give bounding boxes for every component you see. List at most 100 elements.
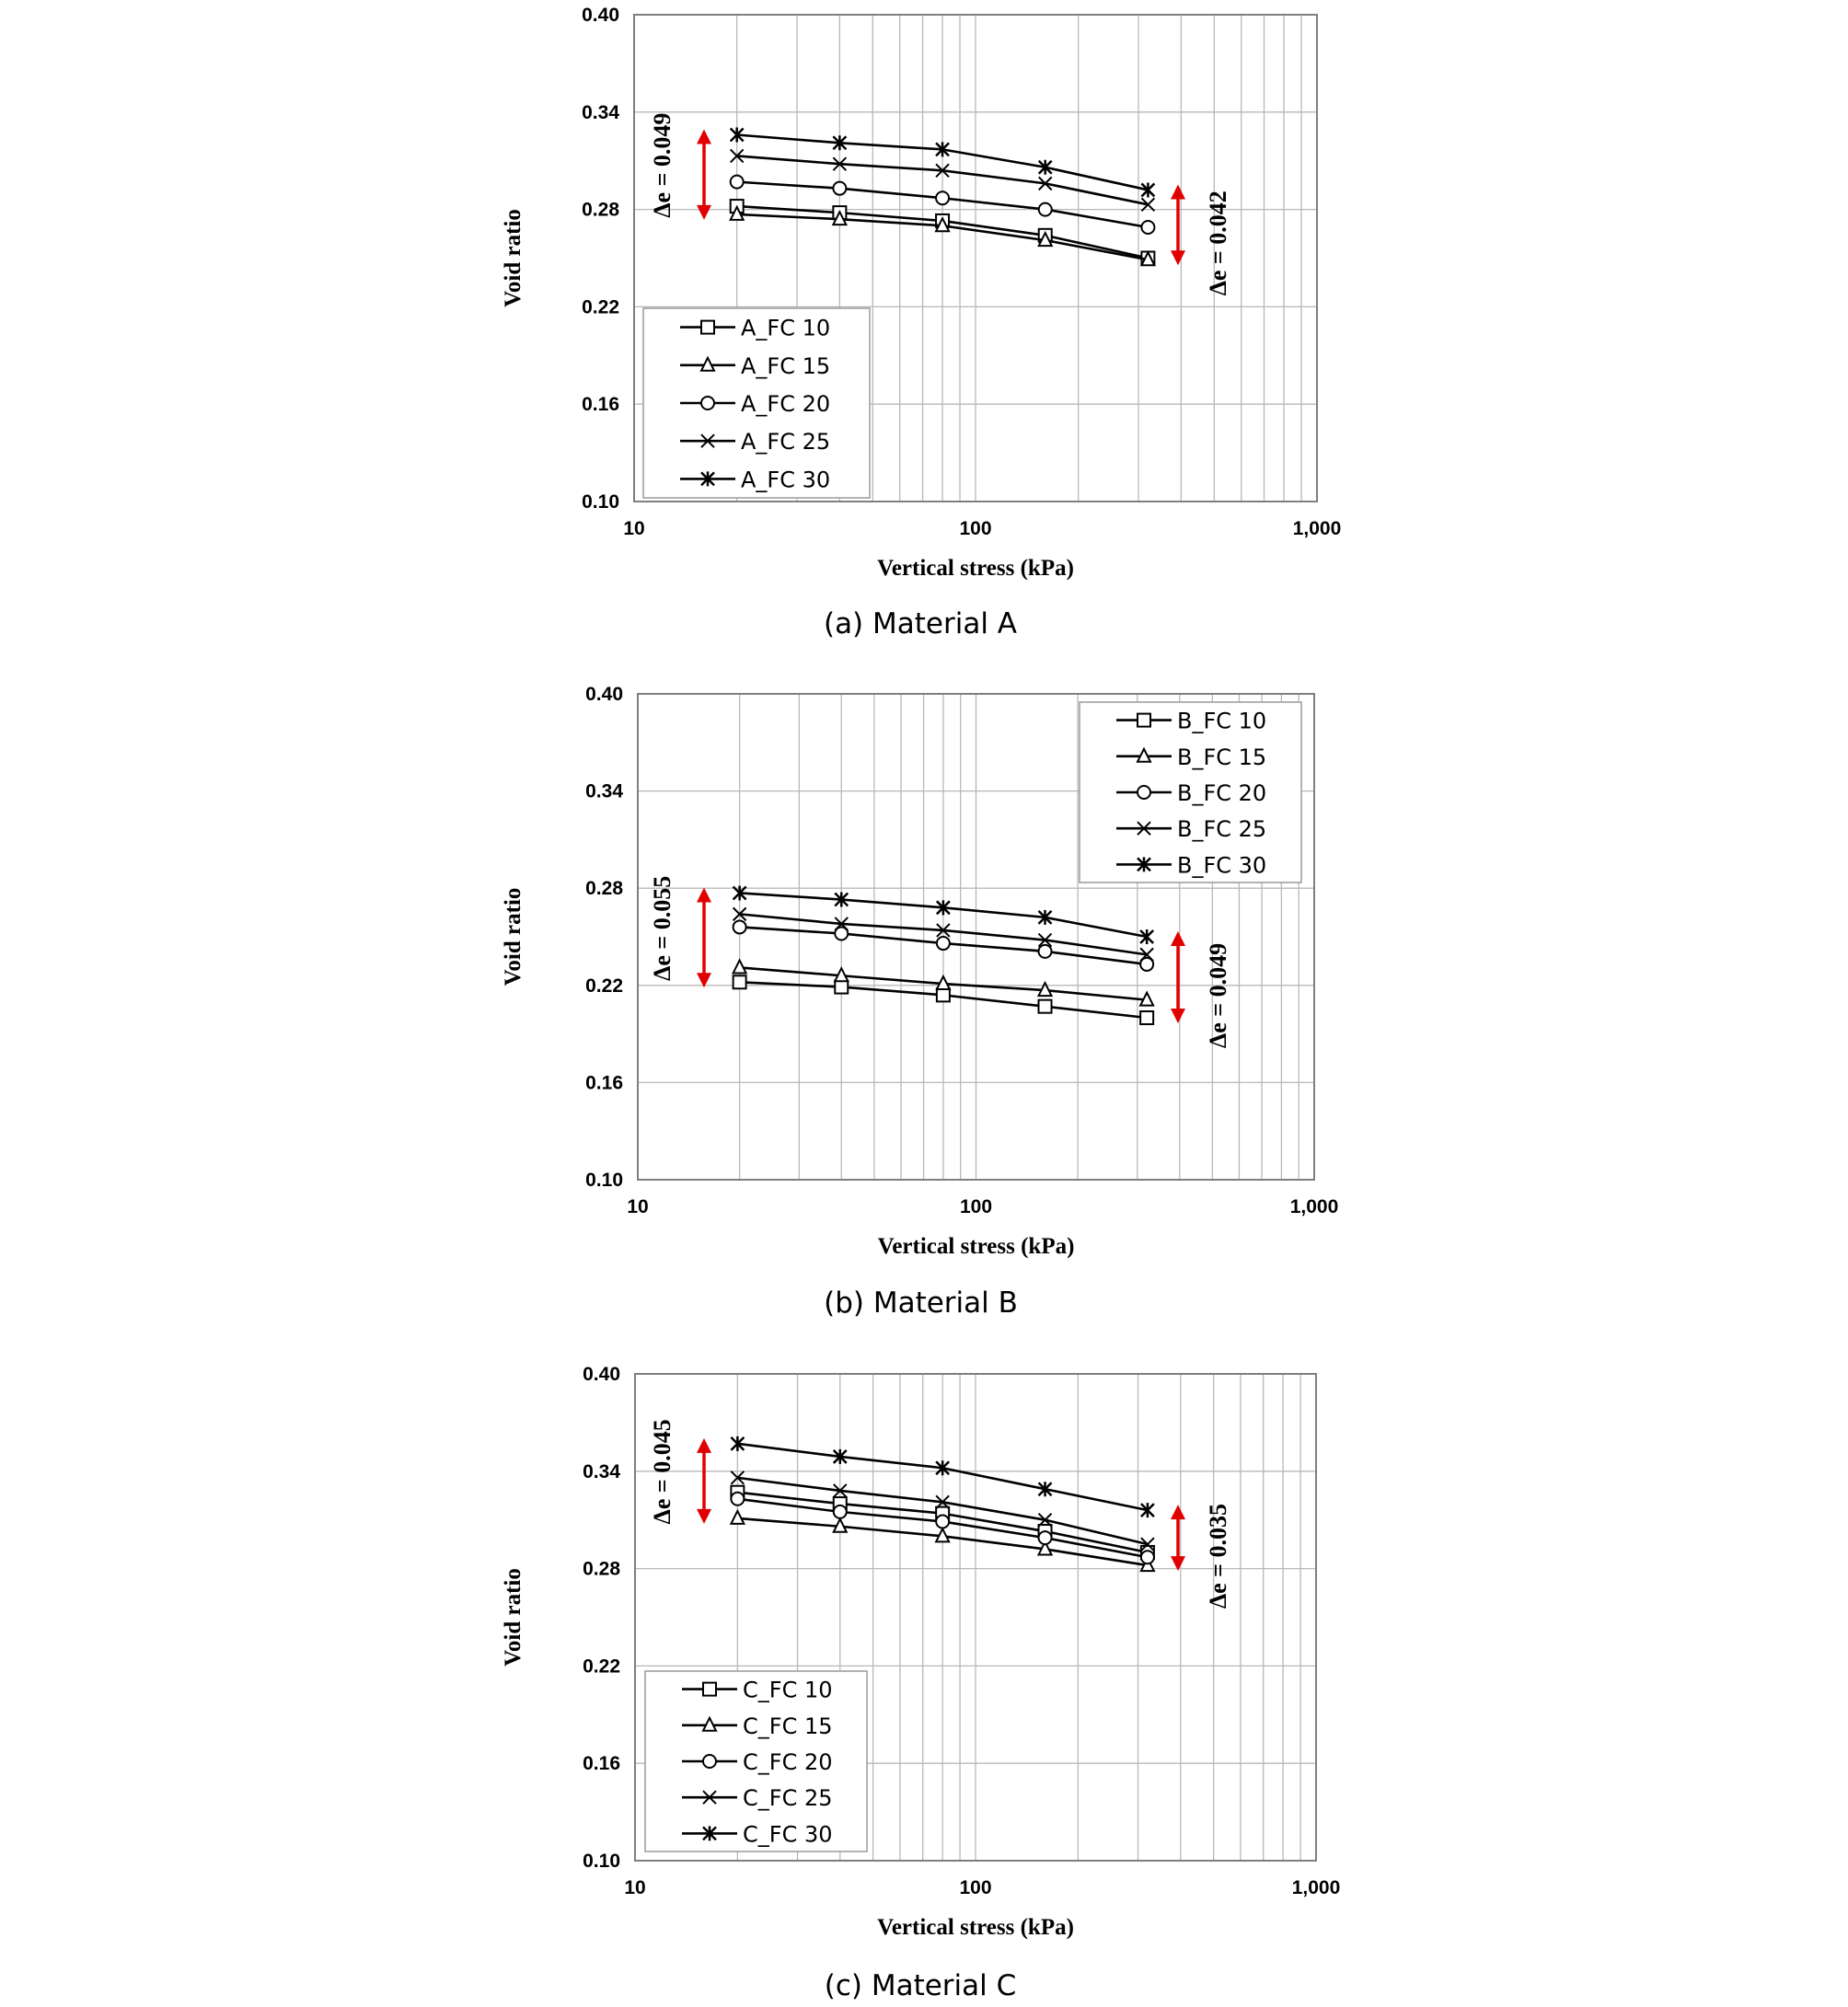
delta-annotation-right: Δe = 0.035 xyxy=(1205,1504,1231,1609)
x-tick-label: 1,000 xyxy=(1290,1196,1339,1217)
data-point xyxy=(1139,947,1154,963)
series-x xyxy=(730,1471,1155,1551)
legend-label: C_FC 15 xyxy=(743,1713,833,1739)
legend-label: B_FC 10 xyxy=(1177,709,1266,734)
data-point xyxy=(832,1448,848,1464)
data-point xyxy=(730,1436,745,1451)
legend-item: B_FC 25 xyxy=(1116,816,1266,842)
y-tick-label: 0.16 xyxy=(583,1753,620,1774)
data-point xyxy=(1140,219,1156,235)
data-point xyxy=(832,180,848,196)
figure-caption: (c) Material C xyxy=(825,1969,1017,2002)
data-point xyxy=(1140,1537,1155,1551)
y-tick-label: 0.34 xyxy=(585,781,623,802)
data-point xyxy=(729,148,745,164)
data-point xyxy=(732,919,747,935)
y-axis-label: Void ratio xyxy=(501,209,526,307)
data-point xyxy=(1037,1530,1053,1546)
data-point xyxy=(833,1483,848,1498)
data-point xyxy=(936,923,951,938)
legend-item: A_FC 10 xyxy=(680,316,830,341)
x-tick-label: 100 xyxy=(959,1877,991,1898)
legend-label: C_FC 25 xyxy=(743,1785,833,1811)
delta-arrow-left xyxy=(697,887,711,988)
y-axis-label: Void ratio xyxy=(501,888,526,986)
arrow-head-down xyxy=(1171,250,1185,266)
y-tick-label: 0.22 xyxy=(582,296,619,317)
x-tick-label: 100 xyxy=(959,518,991,539)
data-point xyxy=(1140,182,1156,198)
series-star xyxy=(732,885,1155,944)
x-tick-label: 1,000 xyxy=(1293,518,1342,539)
y-tick-label: 0.34 xyxy=(583,1461,620,1482)
arrow-head-down xyxy=(697,204,711,220)
legend-item: C_FC 25 xyxy=(682,1785,833,1811)
data-point xyxy=(729,204,745,221)
legend-marker xyxy=(700,396,715,410)
data-point xyxy=(1140,1503,1155,1518)
y-tick-label: 0.34 xyxy=(582,102,619,123)
data-point xyxy=(1139,250,1157,267)
data-point xyxy=(935,987,951,1003)
legend-item: A_FC 15 xyxy=(680,353,830,379)
legend-label: A_FC 15 xyxy=(741,353,830,379)
legend-marker xyxy=(702,1790,717,1805)
legend-item: C_FC 20 xyxy=(682,1749,833,1775)
data-point xyxy=(935,1494,950,1510)
legend-item: C_FC 30 xyxy=(682,1821,833,1847)
series-circle xyxy=(729,174,1156,235)
legend-marker xyxy=(699,355,716,372)
series-square xyxy=(732,975,1155,1025)
delta-annotation-right: Δe = 0.042 xyxy=(1205,190,1231,295)
legend-marker xyxy=(1136,746,1152,763)
legend-label: B_FC 15 xyxy=(1177,744,1266,770)
chart-material-c: 0.10 0.16 0.22 0.28 0.34 0.40 10 100 1,000 Vertic… xyxy=(501,1364,1340,2002)
data-point xyxy=(730,1471,745,1485)
data-point xyxy=(732,885,747,901)
data-point xyxy=(1139,929,1155,944)
figure-caption: (b) Material B xyxy=(824,1286,1018,1320)
legend-label: B_FC 30 xyxy=(1177,852,1266,878)
legend-marker xyxy=(700,471,715,487)
data-point xyxy=(1139,1550,1155,1565)
arrow-head-up xyxy=(697,1437,711,1453)
data-point xyxy=(1036,1540,1054,1556)
legend: A_FC 10 A_FC 15 A_FC 20 A_FC 25 A_FC 30 xyxy=(642,307,871,499)
data-point xyxy=(936,900,951,916)
y-tick-label: 0.28 xyxy=(582,200,619,221)
legend-item: B_FC 10 xyxy=(1116,709,1266,734)
data-point xyxy=(935,163,950,178)
series-star xyxy=(730,1436,1155,1518)
legend-marker xyxy=(700,433,715,448)
x-tick-label: 10 xyxy=(623,518,644,539)
legend-marker xyxy=(1137,821,1151,836)
legend-marker xyxy=(700,319,715,335)
data-point xyxy=(1038,176,1053,191)
legend-item: A_FC 30 xyxy=(680,467,830,492)
series-star xyxy=(729,127,1156,198)
data-point xyxy=(832,135,848,151)
series-triangle xyxy=(729,204,1157,267)
y-tick-label: 0.40 xyxy=(583,1364,620,1385)
delta-arrow-left xyxy=(697,129,711,220)
data-point xyxy=(1037,1482,1053,1497)
data-point xyxy=(1037,932,1053,948)
legend-item: B_FC 30 xyxy=(1116,852,1266,878)
legend-label: A_FC 30 xyxy=(741,467,830,492)
arrow-head-up xyxy=(1171,1505,1185,1520)
legend-item: C_FC 15 xyxy=(682,1713,833,1739)
arrow-head-up xyxy=(697,887,711,903)
y-tick-label: 0.28 xyxy=(583,1559,620,1580)
data-point xyxy=(1037,230,1054,248)
legend-item: A_FC 20 xyxy=(680,391,830,417)
data-point xyxy=(729,174,745,190)
legend-marker xyxy=(701,1715,718,1732)
data-point xyxy=(935,1460,951,1476)
data-point xyxy=(1037,1512,1053,1528)
data-point xyxy=(935,1514,951,1529)
x-axis-label: Vertical stress (kPa) xyxy=(877,556,1074,581)
legend-label: A_FC 25 xyxy=(741,429,830,455)
data-point xyxy=(1037,998,1053,1014)
data-point xyxy=(1037,202,1053,217)
plot-frame xyxy=(637,693,1315,1181)
